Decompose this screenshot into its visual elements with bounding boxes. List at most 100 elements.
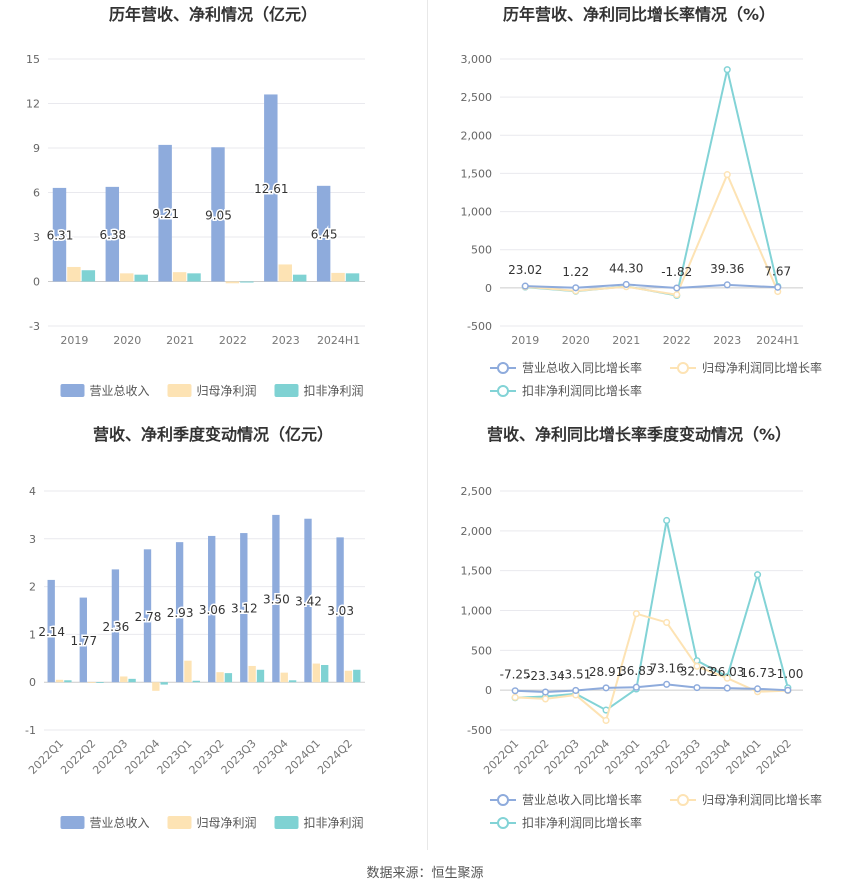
x-tick-label: 2020: [113, 334, 141, 347]
y-tick-label: -500: [467, 320, 492, 333]
bar-deducted-profit: [64, 680, 72, 683]
legend-label: 营业总收入同比增长率: [522, 792, 642, 807]
bar-net-profit: [152, 682, 160, 691]
bar-data-label: 9.21: [152, 207, 179, 221]
bar-revenue: [158, 144, 172, 282]
series-point: [663, 618, 671, 626]
series-point: [723, 171, 731, 179]
quarterly-line-chart-svg: 营收、净利同比增长率季度变动情况（%） 2,500 2,000 1,500 1,000 5…: [461, 425, 823, 830]
series-point: [723, 684, 731, 692]
bar-data-label: 6.31: [47, 229, 74, 243]
series-point: [673, 291, 681, 299]
series-line: [515, 520, 789, 712]
y-tick-label: 3: [29, 533, 36, 546]
series-point: [632, 683, 640, 691]
line-data-label: 44.30: [609, 261, 643, 275]
series-point: [673, 284, 681, 292]
legend-label: 归母净利润同比增长率: [702, 360, 822, 375]
bar-revenue: [105, 186, 120, 282]
y-tick-label: 0: [33, 276, 40, 289]
series-point: [521, 282, 529, 290]
y-tick-label: 9: [33, 142, 40, 155]
y-tick-label: 2,000: [461, 129, 493, 142]
bar-deducted-profit: [134, 274, 148, 282]
legend-swatch: [167, 816, 192, 829]
x-tick-label: 2022: [663, 334, 691, 347]
bar-deducted-profit: [240, 281, 254, 283]
legend-label: 扣非净利润同比增长率: [522, 383, 642, 398]
y-tick-label: 15: [26, 53, 40, 66]
quarterly-bar-chart-svg: 营收、净利季度变动情况（亿元）43210-12022Q12022Q22022Q3…: [25, 425, 365, 830]
bar-revenue: [211, 147, 225, 282]
line-data-label: 39.36: [710, 262, 744, 276]
bar-deducted-profit: [321, 664, 329, 683]
chart-title: 历年营收、净利情况（亿元）: [109, 5, 317, 24]
bar-revenue: [316, 185, 331, 282]
line-data-label: 26.03: [710, 665, 744, 679]
bar-data-label: 2.78: [135, 610, 162, 624]
bar-deducted-profit: [224, 673, 233, 683]
bar-net-profit: [331, 272, 345, 282]
y-tick-label: 1,000: [461, 206, 493, 219]
x-tick-label: 2020: [562, 334, 590, 347]
quarterly-revenue-profit-chart: 营收、净利季度变动情况（亿元） 4 3 2 1 0 -1 2022Q1 2022Q2 2022Q3…: [0, 420, 427, 850]
x-tick-label: 2024H1: [756, 334, 799, 347]
legend-marker: [497, 385, 509, 397]
y-tick-label: 1: [29, 628, 36, 641]
y-tick-label: 1,500: [461, 167, 493, 180]
legend-marker: [677, 362, 689, 374]
bar-revenue: [143, 549, 152, 683]
bar-data-label: 1.77: [70, 634, 97, 648]
y-tick-label: 12: [26, 98, 40, 111]
series-point: [723, 674, 731, 682]
bar-data-label: 2.93: [167, 606, 194, 620]
bar-net-profit: [87, 682, 96, 683]
line-data-label: -23.34: [526, 669, 565, 683]
y-tick-label: 1,500: [461, 565, 493, 578]
x-tick-label: 2024H1: [317, 334, 360, 347]
legend-swatch: [60, 816, 85, 829]
line-data-label: -1.00: [772, 667, 803, 681]
bar-deducted-profit: [187, 273, 201, 282]
series-line: [515, 612, 788, 723]
bar-deducted-profit: [345, 273, 360, 282]
bar-net-profit: [280, 672, 288, 683]
series-point: [663, 516, 671, 525]
bar-revenue: [264, 94, 278, 282]
y-tick-label: 3,000: [461, 53, 493, 66]
series-point: [663, 680, 671, 688]
series-point: [622, 280, 630, 289]
bar-revenue: [208, 535, 216, 683]
line-data-label: 23.02: [508, 263, 542, 277]
x-tick-label: 2023: [713, 334, 741, 347]
y-tick-label: 6: [33, 187, 40, 200]
bar-data-label: 3.06: [199, 603, 226, 617]
series-point: [723, 66, 731, 74]
bar-data-label: 2.14: [38, 625, 65, 639]
line-data-label: 1.22: [562, 265, 589, 279]
bar-data-label: 9.05: [205, 208, 232, 222]
annual-revenue-profit-chart: 历年营收、净利情况（亿元） 15 12 9 6 3 0 -3 2019 2020 2021 2022 2…: [0, 0, 427, 420]
bar-revenue: [240, 533, 248, 683]
y-tick-label: -500: [467, 724, 492, 737]
legend-swatch: [274, 816, 299, 829]
bar-deducted-profit: [256, 669, 265, 683]
chart-title: 历年营收、净利同比增长率情况（%）: [503, 5, 775, 24]
legend-label: 营业总收入: [90, 816, 150, 830]
bar-revenue: [79, 597, 87, 683]
x-tick-label: 2019: [511, 334, 539, 347]
bar-revenue: [336, 537, 344, 683]
bar-deducted-profit: [288, 680, 297, 683]
y-tick-label: 3: [33, 231, 40, 244]
bar-net-profit: [248, 665, 256, 683]
bar-net-profit: [278, 264, 292, 282]
series-point: [693, 684, 701, 692]
legend-label: 归母净利润: [197, 384, 257, 398]
series-point: [754, 571, 762, 579]
series-point: [572, 284, 580, 292]
legend-swatch: [167, 384, 192, 397]
legend-label: 营业总收入同比增长率: [522, 360, 642, 375]
y-tick-label: 2: [29, 581, 36, 594]
y-tick-label: -1: [25, 724, 36, 737]
annual-growth-rate-chart: 历年营收、净利同比增长率情况（%） 3,000 2,500 2,000 1,500 1,0…: [428, 0, 850, 420]
